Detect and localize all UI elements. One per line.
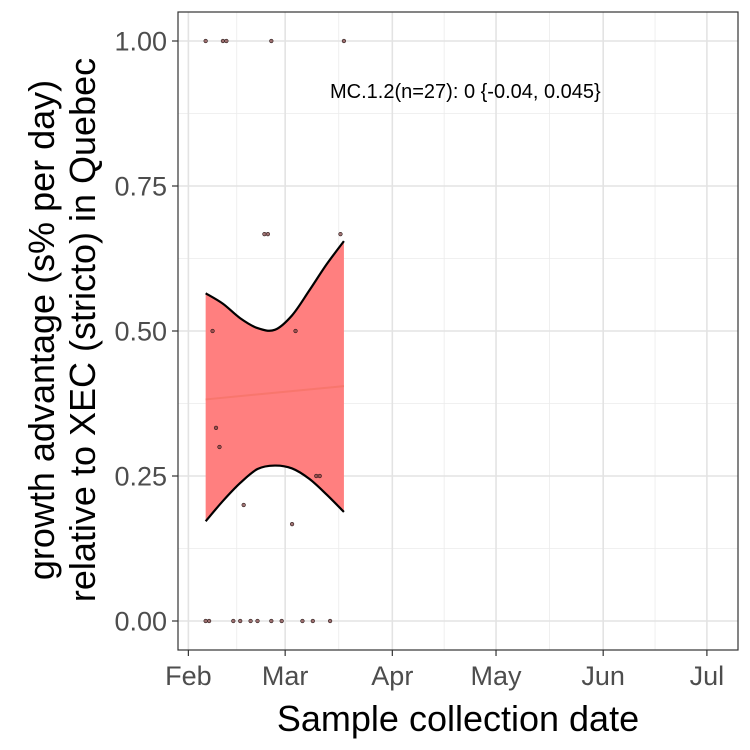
data-point bbox=[310, 618, 315, 624]
y-axis-title-line1: growth advantage (s% per day) bbox=[21, 80, 62, 580]
ribbon-upper-edge bbox=[205, 240, 345, 332]
data-point bbox=[238, 618, 243, 624]
y-axis-title-line2: relative to XEC (stricto) in Quebec bbox=[62, 58, 103, 602]
data-point bbox=[224, 38, 229, 44]
x-tick-label: Feb bbox=[165, 661, 212, 691]
confidence-ribbon bbox=[205, 241, 344, 522]
model-annotation: MC.1.2(n=27): 0 {-0.04, 0.045} bbox=[330, 81, 601, 103]
data-point bbox=[203, 38, 208, 44]
fit-line bbox=[205, 385, 345, 401]
x-tick-label: Apr bbox=[371, 661, 413, 691]
data-point bbox=[220, 38, 226, 44]
data-point bbox=[317, 473, 322, 479]
y-tick-label: 0.25 bbox=[114, 462, 167, 492]
data-point bbox=[300, 618, 305, 624]
data-point bbox=[210, 328, 215, 334]
data-point bbox=[262, 232, 267, 237]
x-tick-label: May bbox=[471, 661, 523, 691]
data-point bbox=[203, 618, 208, 624]
y-tick-label: 1.00 bbox=[114, 27, 167, 57]
x-tick-label: Jul bbox=[690, 661, 725, 691]
data-points-layer bbox=[203, 38, 347, 624]
data-point bbox=[241, 502, 246, 508]
data-point bbox=[269, 618, 274, 624]
y-tick-label: 0.50 bbox=[114, 317, 167, 347]
data-point bbox=[279, 618, 284, 624]
data-point bbox=[314, 473, 319, 479]
x-tick-label: Mar bbox=[262, 661, 309, 691]
ribbon-lower-edge bbox=[204, 464, 345, 522]
data-point bbox=[207, 618, 212, 624]
fit-line-layer bbox=[205, 385, 345, 401]
data-point bbox=[341, 38, 347, 44]
x-axis-title: Sample collection date bbox=[277, 698, 639, 739]
data-point bbox=[327, 618, 333, 624]
data-point bbox=[265, 232, 270, 237]
data-point bbox=[255, 618, 260, 624]
data-point bbox=[293, 328, 298, 334]
x-tick-label: Jun bbox=[581, 661, 625, 691]
confidence-ribbon-layer bbox=[204, 240, 345, 522]
data-point bbox=[217, 444, 222, 450]
data-point bbox=[269, 38, 274, 44]
data-point bbox=[213, 425, 219, 430]
data-point bbox=[338, 232, 343, 237]
data-point bbox=[248, 618, 253, 624]
axis-ticks: 0.00 0.25 0.50 0.75 1.00 Feb Mar Apr May Jun Jul bbox=[114, 27, 724, 692]
data-point bbox=[231, 618, 236, 624]
y-tick-label: 0.75 bbox=[114, 172, 167, 202]
data-point bbox=[289, 522, 295, 527]
y-tick-label: 0.00 bbox=[114, 607, 167, 637]
